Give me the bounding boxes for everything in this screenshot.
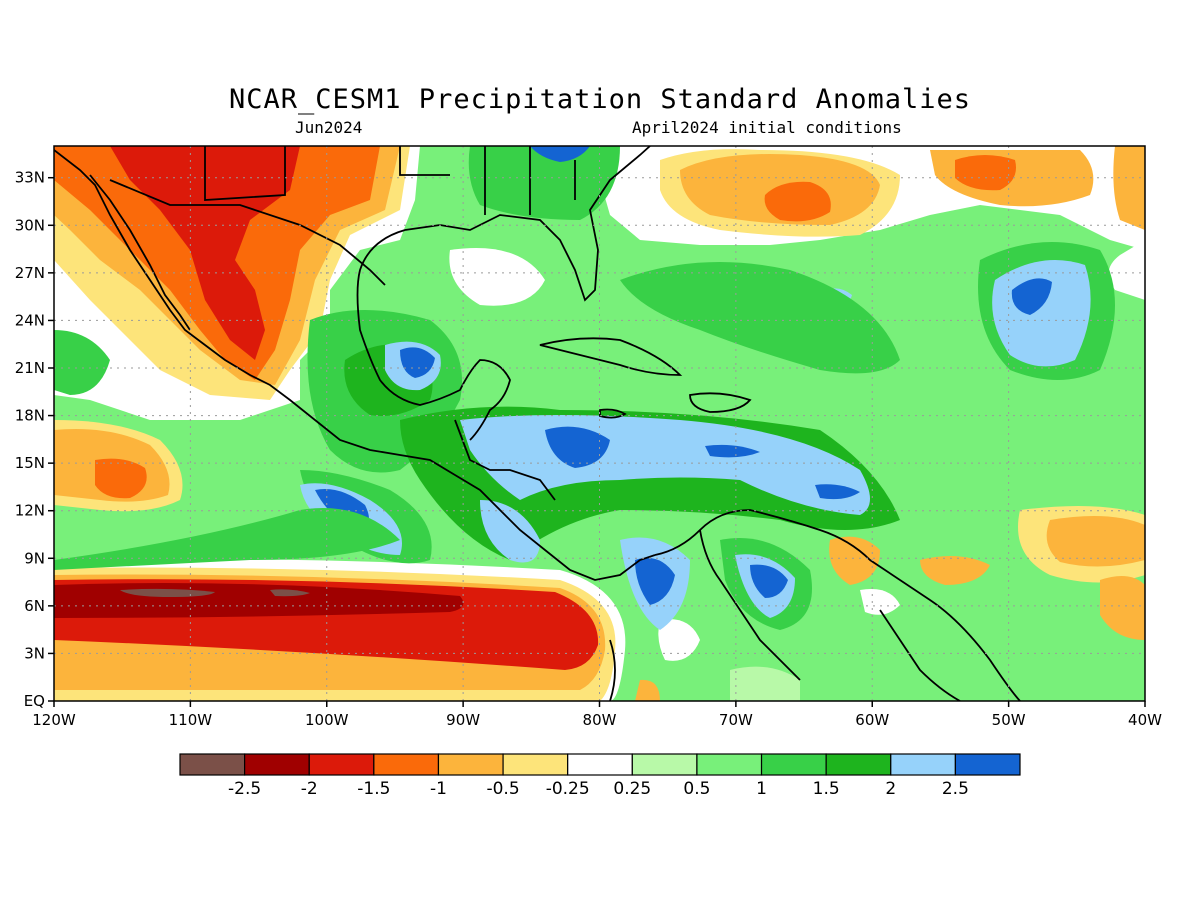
colorbar-label: -2 (301, 779, 318, 799)
colorbar-label: 0.5 (683, 779, 710, 799)
us-state-borders (484, 146, 576, 215)
colorbar-swatch (437, 753, 504, 776)
colorbar-label: 2.5 (942, 779, 969, 799)
anomaly-field (54, 146, 1145, 701)
y-tick-label: 18N (15, 407, 45, 425)
neutral-region (860, 589, 900, 615)
gulf-coastline (356, 229, 511, 441)
colorbar-label: 1 (756, 779, 767, 799)
extreme-dry-max-region (120, 588, 215, 597)
colorbar-label: -2.5 (228, 779, 261, 799)
moderate-dry-region (1113, 146, 1145, 230)
forecast-month: Jun2024 (295, 118, 363, 137)
colorbar-label: 0.25 (613, 779, 651, 799)
longitude-axis: 120W 110W 100W 90W 80W 70W 60W 50W 40W (32, 701, 1162, 729)
colorbar-swatch (760, 753, 827, 776)
y-tick-label: 27N (15, 264, 45, 282)
colorbar-swatch (179, 753, 246, 776)
extreme-wet-region (545, 426, 610, 468)
x-tick-label: 80W (583, 711, 617, 729)
moderate-wet-region (620, 262, 900, 374)
south-america-coastline (654, 509, 1021, 701)
extreme-wet-region (635, 557, 675, 605)
colorbar-label: -1.5 (357, 779, 390, 799)
colorbar-label: -0.5 (486, 779, 519, 799)
cuba-outline (539, 337, 683, 376)
extreme-wet-region (530, 146, 590, 162)
extreme-wet-region (815, 484, 860, 500)
moderate-wet-region (468, 146, 620, 220)
neutral-region (449, 248, 545, 306)
map-title: NCAR_CESM1 Precipitation Standard Anomal… (229, 84, 971, 115)
moderate-dry-region (1100, 576, 1145, 640)
moderate-dry-region (829, 536, 880, 585)
x-tick-label: 70W (719, 711, 753, 729)
y-tick-label: 15N (15, 454, 45, 472)
y-tick-label: 24N (15, 311, 45, 329)
colombia-pacific-coast (609, 639, 616, 701)
y-tick-label: 9N (24, 549, 45, 567)
y-tick-label: EQ (24, 692, 45, 710)
x-tick-label: 60W (855, 711, 889, 729)
baja-california-coast (89, 174, 191, 331)
colorbar-swatch (373, 753, 440, 776)
extreme-dry-max-region (270, 589, 310, 597)
colorbar-swatch (308, 753, 375, 776)
y-tick-label: 6N (24, 597, 45, 615)
colorbar-swatch (890, 753, 956, 776)
moderate-wet-region (54, 508, 400, 570)
extreme-wet-region (1011, 278, 1052, 315)
dry-region (955, 155, 1016, 191)
colorbar-swatch (825, 753, 892, 776)
colorbar-swatch (696, 753, 763, 776)
colorbar-swatch (631, 753, 698, 776)
moderate-dry-region (635, 679, 660, 701)
colorbar: -2.5 -2 -1.5 -1 -0.5 -0.25 0.25 0.5 1 1.5 2 2.5 (179, 753, 1021, 799)
extreme-wet-region (750, 564, 788, 598)
dry-region (95, 458, 147, 499)
guiana-border (879, 609, 961, 701)
us-mexico-state-border (204, 146, 286, 201)
moderate-dry-region (920, 556, 990, 585)
x-tick-label: 90W (446, 711, 480, 729)
andes-border (699, 529, 801, 681)
neutral-region (658, 619, 700, 661)
x-tick-label: 50W (992, 711, 1026, 729)
colorbar-swatch (502, 753, 569, 776)
initial-conditions: April2024 initial conditions (632, 118, 902, 137)
x-tick-label: 110W (169, 711, 213, 729)
very-wet-region (480, 500, 540, 563)
extreme-wet-region (705, 444, 760, 458)
pacific-coastline (54, 149, 656, 581)
extreme-wet-region (400, 347, 435, 378)
colorbar-swatch (244, 753, 310, 776)
colorbar-swatch (567, 753, 633, 776)
colorbar-label: 1.5 (813, 779, 840, 799)
colorbar-swatch (954, 753, 1021, 776)
y-tick-label: 3N (24, 644, 45, 662)
y-tick-label: 21N (15, 359, 45, 377)
dry-region (764, 181, 831, 222)
hispaniola-outline (689, 392, 752, 413)
weak-wet-region (730, 666, 800, 701)
neutral-region (1108, 240, 1145, 300)
us-southeast-coastline (404, 146, 651, 302)
x-tick-label: 40W (1128, 711, 1162, 729)
colorbar-label: -0.25 (546, 779, 590, 799)
y-tick-label: 12N (15, 502, 45, 520)
moderate-dry-region (1046, 516, 1145, 567)
y-tick-label: 30N (15, 216, 45, 234)
latitude-axis: EQ 3N 6N 9N 12N 15N 18N 21N 24N 27N 30N 33N (15, 169, 54, 710)
y-tick-label: 33N (15, 169, 45, 187)
colorbar-label: 2 (885, 779, 896, 799)
x-tick-label: 100W (305, 711, 349, 729)
x-tick-label: 120W (32, 711, 76, 729)
texas-border (399, 146, 450, 176)
colorbar-label: -1 (430, 779, 447, 799)
central-america-borders (454, 419, 556, 501)
jamaica-outline (599, 408, 627, 419)
lat-lon-grid (54, 146, 1145, 701)
moderate-wet-region (54, 330, 110, 395)
